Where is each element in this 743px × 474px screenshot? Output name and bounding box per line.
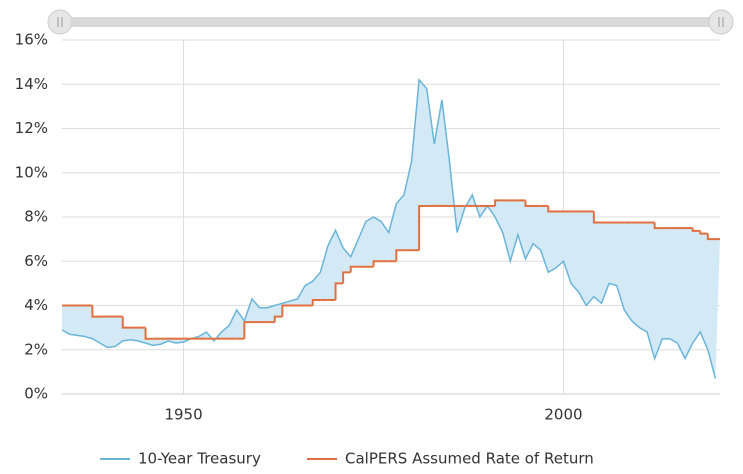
step-segment: [342, 271, 351, 284]
step-segment: [547, 205, 556, 213]
line: [61, 77, 717, 379]
step-segment: [273, 315, 283, 323]
y-tick-label: 4%: [24, 296, 48, 314]
x-tick-label: 2000: [544, 406, 582, 424]
step-segment: [91, 305, 100, 318]
y-tick-label: 16%: [15, 31, 48, 49]
y-tick-label: 12%: [15, 119, 48, 137]
step-segment: [372, 260, 382, 267]
step-segment: [144, 327, 154, 340]
step-segment: [281, 304, 290, 317]
y-tick-label: 14%: [15, 75, 48, 93]
y-tick-label: 0%: [24, 385, 48, 403]
y-tick-label: 2%: [24, 340, 48, 358]
y-tick-label: 10%: [15, 163, 48, 181]
step-segment: [524, 200, 534, 207]
step-segment: [592, 211, 602, 224]
step-segment: [706, 233, 716, 241]
step-segment: [653, 222, 663, 230]
step-segment: [494, 199, 503, 206]
y-tick-label: 6%: [24, 252, 48, 270]
step-segment: [121, 316, 131, 329]
step-segment: [395, 249, 404, 262]
step-segment: [691, 228, 701, 232]
step-segment: [334, 282, 344, 300]
step-segment: [243, 321, 252, 339]
legend-label: CalPERS Assumed Rate of Return: [345, 450, 594, 468]
y-tick-label: 8%: [24, 208, 48, 226]
step-segment: [349, 265, 359, 273]
step-segment: [699, 230, 708, 235]
legend-label: 10-Year Treasury: [138, 450, 261, 468]
x-tick-label: 1950: [164, 406, 202, 424]
range-track: [60, 17, 722, 27]
step-segment: [418, 204, 427, 251]
spread-fill: [62, 79, 720, 379]
range-handle-left[interactable]: [47, 9, 73, 35]
range-handle-right[interactable]: [708, 9, 734, 35]
step-segment: [311, 298, 321, 306]
